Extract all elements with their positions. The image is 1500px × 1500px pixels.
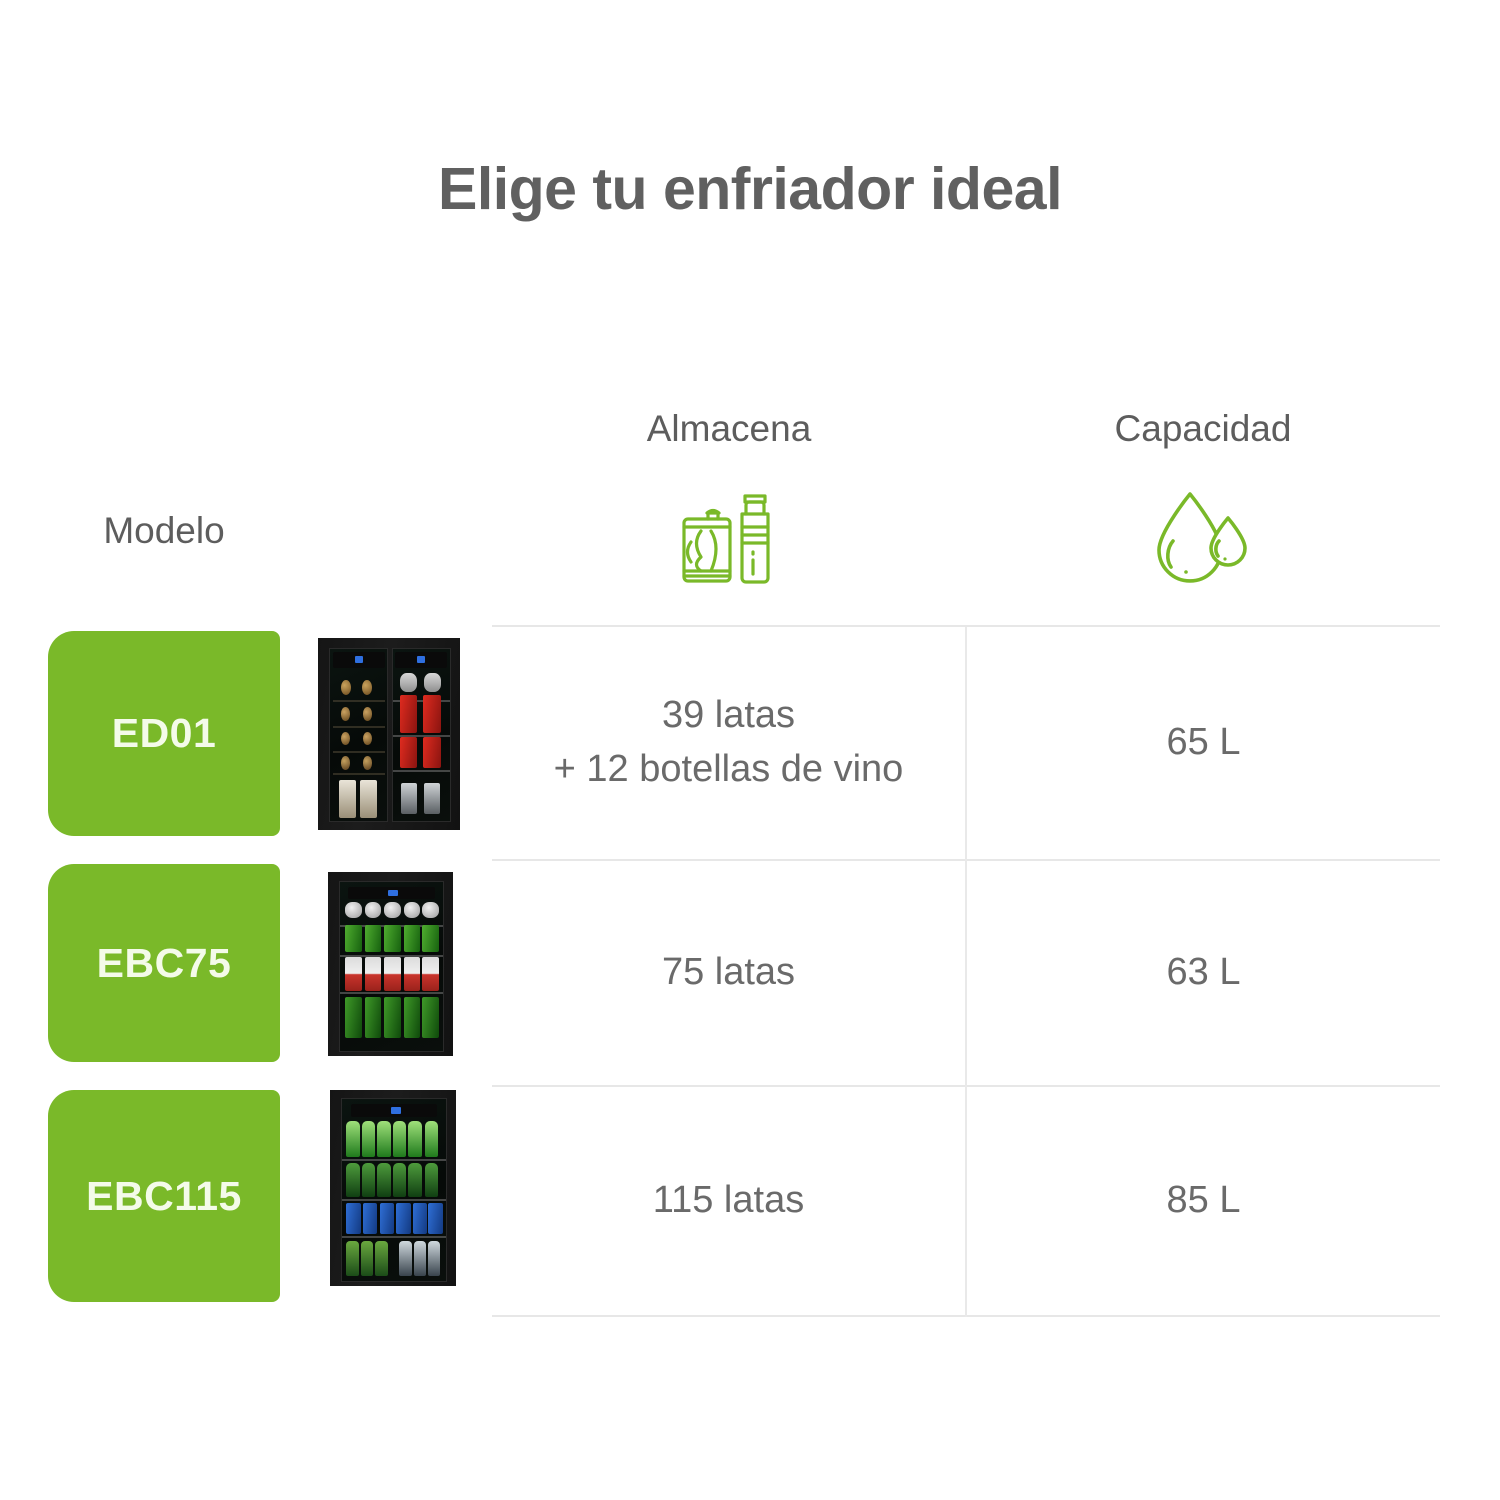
control-panel (348, 887, 435, 900)
product-photo-ebc75 (328, 872, 453, 1056)
model-badge-label: EBC115 (86, 1172, 242, 1219)
cell-line-1: 39 latas (661, 694, 796, 737)
door-glass (339, 881, 444, 1053)
table-column-divider (965, 627, 967, 1317)
display-led (354, 656, 363, 663)
cell-line-1: 75 latas (661, 951, 796, 994)
table-cell-almacena: 115 latas (492, 1087, 965, 1315)
model-badge-label: EBC75 (96, 939, 232, 986)
left-door-glass (329, 647, 389, 823)
model-badge-label: ED01 (111, 710, 217, 756)
product-photo-ed01 (318, 638, 460, 830)
table-cell-capacidad: 63 L (967, 861, 1440, 1085)
door-glass (341, 1097, 447, 1283)
control-panel (395, 652, 448, 668)
right-door-glass (391, 647, 451, 823)
model-badge-ebc75[interactable]: EBC75 (48, 864, 280, 1062)
display-led (417, 656, 426, 663)
cell-line-1: 63 L (1166, 951, 1241, 994)
table-cell-almacena: 75 latas (492, 861, 965, 1085)
comparison-table: 39 latas + 12 botellas de vino 65 L 75 l… (492, 625, 1440, 1317)
table-cell-capacidad: 65 L (967, 627, 1440, 859)
cell-line-2: + 12 botellas de vino (553, 748, 904, 790)
can-and-bottle-icon (492, 478, 966, 598)
control-panel (332, 652, 385, 668)
control-panel (350, 1104, 438, 1118)
product-photo-ebc115 (330, 1090, 456, 1286)
table-divider-top (492, 625, 1440, 627)
page-title: Elige tu enfriador ideal (437, 156, 1063, 222)
display-led (388, 890, 399, 897)
cell-line-1: 85 L (1166, 1179, 1241, 1222)
column-header-capacidad: Capacidad (1114, 408, 1292, 449)
table-cell-almacena: 39 latas + 12 botellas de vino (492, 627, 965, 859)
cell-line-1: 65 L (1166, 721, 1241, 764)
cell-line-1: 115 latas (652, 1179, 805, 1222)
column-header-modelo: Modelo (103, 510, 225, 551)
table-cell-capacidad: 85 L (967, 1087, 1440, 1315)
display-led (391, 1107, 401, 1115)
water-droplet-icon (966, 478, 1440, 598)
model-badge-ed01[interactable]: ED01 (48, 631, 280, 836)
model-badge-ebc115[interactable]: EBC115 (48, 1090, 280, 1302)
column-header-almacena: Almacena (646, 408, 812, 449)
